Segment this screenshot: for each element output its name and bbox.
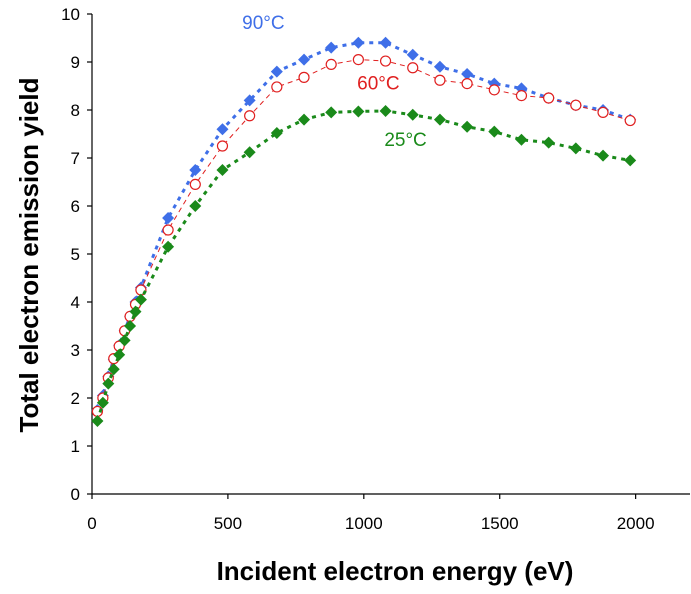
y-axis-title: Total electron emission yield — [14, 78, 44, 433]
series-line — [96, 59, 631, 412]
data-point — [434, 74, 446, 86]
data-point — [433, 113, 446, 126]
data-point — [325, 106, 338, 119]
x-axis: 0 500 1000 1500 2000 — [87, 493, 690, 533]
data-point — [113, 348, 126, 361]
series-3: 25°C — [91, 104, 637, 428]
y-axis: 0 1 2 3 4 5 6 7 8 9 10 — [61, 5, 93, 504]
y-tick-label: 0 — [71, 485, 80, 504]
data-point — [298, 113, 311, 126]
data-point — [134, 293, 147, 306]
data-point — [352, 105, 365, 118]
data-point — [271, 81, 283, 93]
data-point — [542, 136, 555, 149]
data-point — [325, 41, 338, 54]
data-point — [515, 133, 528, 146]
data-point — [162, 240, 175, 253]
series-layer: 90°C 60°C 25°C — [91, 13, 637, 428]
data-point — [243, 146, 256, 159]
y-tick-label: 2 — [71, 389, 80, 408]
data-point — [107, 363, 120, 376]
y-tick-label: 9 — [71, 53, 80, 72]
data-point — [597, 106, 609, 119]
data-point — [96, 396, 109, 409]
data-point — [189, 200, 202, 212]
series-label: 25°C — [384, 130, 426, 151]
series-label: 90°C — [242, 13, 284, 34]
data-point — [270, 65, 283, 78]
data-point — [515, 89, 528, 102]
data-point — [129, 305, 142, 318]
data-point — [298, 53, 311, 66]
data-point — [118, 334, 131, 347]
data-point — [461, 68, 474, 80]
data-point — [216, 140, 229, 152]
x-tick-label: 1000 — [345, 514, 383, 533]
y-tick-label: 7 — [71, 149, 80, 168]
data-point — [244, 110, 256, 122]
data-point — [162, 224, 174, 236]
data-point — [488, 125, 501, 138]
y-tick-label: 6 — [71, 197, 80, 216]
data-point — [570, 99, 582, 111]
data-point — [406, 48, 419, 61]
series-label: 60°C — [357, 74, 399, 95]
data-point — [162, 212, 175, 224]
data-point — [325, 58, 337, 71]
y-tick-label: 10 — [61, 5, 80, 24]
data-point — [216, 164, 229, 176]
x-tick-label: 0 — [87, 514, 96, 533]
data-point — [91, 415, 104, 428]
data-point — [407, 62, 419, 74]
data-point — [597, 149, 610, 162]
data-point — [189, 178, 201, 190]
data-point — [624, 114, 636, 127]
data-point — [189, 164, 202, 176]
series-line — [95, 109, 631, 422]
data-point — [243, 94, 256, 107]
x-tick-label: 2000 — [617, 514, 655, 533]
data-point — [270, 127, 283, 140]
data-point — [624, 154, 637, 167]
data-point — [461, 77, 473, 90]
data-point — [543, 92, 555, 104]
data-point — [569, 142, 582, 155]
x-tick-label: 500 — [214, 514, 242, 533]
data-point — [461, 120, 474, 133]
data-point — [352, 53, 364, 66]
y-tick-label: 1 — [71, 437, 80, 456]
data-point — [433, 60, 446, 73]
y-tick-label: 4 — [71, 293, 80, 312]
data-point — [216, 123, 229, 136]
data-point — [406, 108, 419, 121]
data-point — [379, 55, 392, 67]
data-point — [102, 377, 115, 390]
x-tick-label: 1500 — [481, 514, 519, 533]
x-axis-title: Incident electron energy (eV) — [217, 556, 574, 586]
data-point — [379, 104, 392, 117]
y-tick-label: 5 — [71, 245, 80, 264]
data-point — [298, 71, 310, 83]
data-point — [379, 36, 392, 49]
data-point — [352, 36, 365, 49]
data-point — [124, 320, 137, 332]
y-tick-label: 3 — [71, 341, 80, 360]
y-tick-label: 8 — [71, 101, 80, 120]
data-point — [488, 84, 500, 96]
